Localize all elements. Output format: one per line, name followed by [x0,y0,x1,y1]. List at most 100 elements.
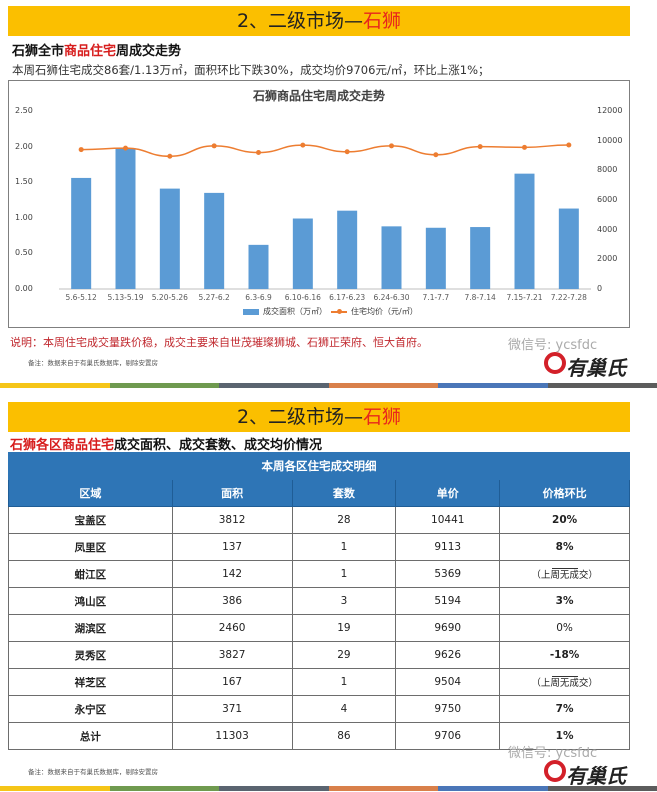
price-point [566,142,572,148]
subtitle-part1: 石狮全市 [12,44,65,59]
chart-title: 石狮商品住宅周成交走势 [252,89,385,103]
x-axis-tick: 7.8-7.14 [464,293,496,302]
price-cell: 5369 [395,560,501,588]
area-bar [558,208,579,289]
price-cell: 5194 [395,587,501,615]
area-cell: 142 [171,560,293,588]
area-bar [425,227,446,289]
change-cell: （上周无成交） [499,560,630,588]
left-axis-tick: 0.50 [15,248,33,258]
data-source-note: 备注：数据来自于有巢氏数据库，剔除安置房 [28,768,158,776]
price-point [300,142,306,148]
brand-name: 有巢氏 [566,356,626,380]
x-axis-tick: 6.10-6.16 [284,293,321,302]
right-axis-tick: 4000 [597,224,618,234]
left-axis-tick: 0.00 [15,284,33,293]
x-axis-tick: 5.13-5.19 [107,293,144,302]
district-cell: 宝盖区 [8,506,173,534]
left-axis-tick: 2.50 [15,106,33,115]
left-axis-tick: 1.00 [15,212,33,222]
district-cell: 祥芝区 [8,668,173,696]
price-cell: 9690 [395,614,501,642]
area-cell: 2460 [171,614,293,642]
units-cell: 4 [291,695,397,723]
area-bar [204,192,225,289]
area-bar [470,227,491,289]
price-point [256,150,261,156]
units-cell: 1 [291,668,397,696]
no-transaction-label: （上周无成交） [531,677,598,689]
col-header-change: 价格环比 [499,479,630,507]
price-cell: 9504 [395,668,501,696]
change-cell: 7% [499,695,630,723]
dash-divider [551,567,578,569]
no-transaction-label: （上周无成交） [531,569,598,581]
price-point [211,143,217,149]
change-cell: 0% [499,614,630,642]
x-axis-tick: 7.1-7.7 [422,293,450,302]
change-cell: 8% [499,533,630,561]
table-row: 永宁区 371 4 9750 7% [8,695,630,723]
chart-section-subtitle: 石狮全市商品住宅周成交走势 [12,40,181,59]
price-cell: 9750 [395,695,501,723]
chart-plot-area [59,142,591,290]
units-cell: 29 [291,641,397,669]
table-row: 鸿山区 386 3 5194 3% [8,587,630,615]
price-cell: 9706 [395,722,501,750]
change-cell: 3% [499,587,630,615]
x-axis-tick: 5.20-5.26 [151,293,188,302]
price-point [522,144,527,150]
area-cell: 386 [171,587,293,615]
table-row: 总计 11303 86 9706 1% [8,722,630,750]
district-cell: 凤里区 [8,533,173,561]
district-cell: 永宁区 [8,695,173,723]
house-logo-icon [544,760,566,782]
x-axis-tick: 7.15-7.21 [506,293,543,302]
data-source-note: 备注：数据来自于有巢氏数据库，剔除安置房 [28,359,158,367]
section-banner-top: 2、二级市场—石狮 [8,6,630,36]
price-line [81,144,569,157]
district-cell: 鸿山区 [8,587,173,615]
units-cell: 19 [291,614,397,642]
legend-price-label: 住宅均价（元/㎡） [351,307,418,316]
explanation-note: 说明：本周住宅成交量跌价稳，成交主要来自世茂璀璨狮城、石狮正荣府、恒大首府。 [10,336,428,349]
left-axis-tick: 1.50 [15,177,33,187]
brand-watermark-top: 微信号: ycsfdc 有巢氏 [500,334,657,384]
price-point [433,152,439,158]
price-point [477,144,483,150]
units-cell: 1 [291,560,397,588]
col-header-district: 区域 [8,479,173,507]
table-row: 祥芝区 167 1 9504 （上周无成交） [8,668,630,696]
left-axis-tick: 2.00 [15,141,33,151]
wechat-id: 微信号: ycsfdc [508,746,598,761]
right-axis-tick: 6000 [597,195,618,204]
area-cell: 3812 [171,506,293,534]
color-stripe-divider [0,383,657,388]
house-logo-icon [544,352,566,374]
right-axis-tick: 0 [597,284,603,293]
change-cell: -18% [499,641,630,669]
units-cell: 1 [291,533,397,561]
units-cell: 3 [291,587,397,615]
district-cell: 湖滨区 [8,614,173,642]
area-cell: 137 [171,533,293,561]
district-cell: 总计 [8,722,173,750]
right-axis-tick: 10000 [597,135,623,145]
price-cell: 9626 [395,641,501,669]
area-bar [381,226,402,289]
table-row: 蚶江区 142 1 5369 （上周无成交） [8,560,630,588]
subtitle-part3: 周成交走势 [116,44,182,59]
table-section-subtitle: 石狮各区商品住宅成交面积、成交套数、成交均价情况 [10,434,322,453]
x-axis-tick: 5.27-6.2 [198,293,230,302]
district-transactions-table: 本周各区住宅成交明细 区域 面积 套数 单价 价格环比 宝盖区 3812 28 104… [8,452,630,750]
col-header-area: 面积 [171,479,293,507]
units-cell: 28 [291,506,397,534]
district-cell: 蚶江区 [8,560,173,588]
legend-line-swatch [331,308,347,314]
wechat-id: 微信号: ycsfdc [508,338,598,353]
price-cell: 9113 [395,533,501,561]
area-bar [248,244,269,289]
x-axis-tick: 6.24-6.30 [373,293,410,302]
brand-name: 有巢氏 [566,764,626,788]
weekly-summary: 本周石狮住宅成交86套/1.13万㎡，面积环比下跌30%，成交均价9706元/㎡… [12,63,490,77]
